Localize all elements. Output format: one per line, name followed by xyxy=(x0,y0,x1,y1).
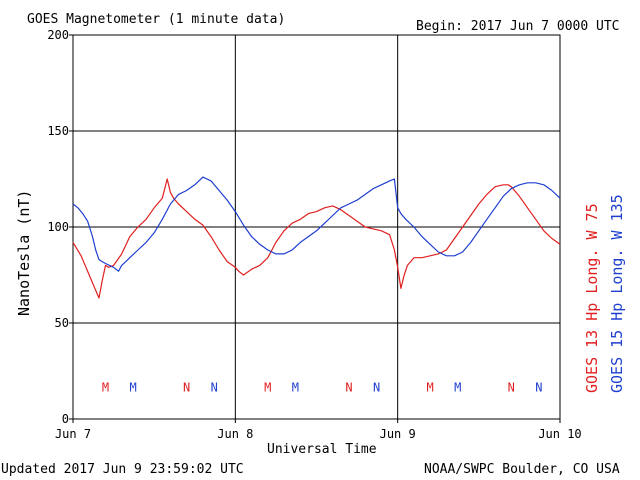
annotation-n-marker: N xyxy=(183,380,190,394)
y-tick-label: 50 xyxy=(55,316,69,330)
annotation-m-marker: M xyxy=(292,380,299,394)
x-tick-label: Jun 7 xyxy=(55,427,91,441)
legend-goes15: GOES 15 Hp Long. W 135 xyxy=(608,194,626,393)
y-tick-label: 0 xyxy=(62,412,69,426)
chart-title: GOES Magnetometer (1 minute data) xyxy=(27,12,285,27)
series-goes13-line xyxy=(72,178,561,299)
annotation-m-marker: M xyxy=(102,380,109,394)
y-tick-label: 200 xyxy=(47,28,69,42)
annotation-n-marker: N xyxy=(373,380,380,394)
annotation-m-marker: M xyxy=(264,380,271,394)
y-axis-label: NanoTesla (nT) xyxy=(15,190,33,316)
begin-time: Begin: 2017 Jun 7 0000 UTC xyxy=(416,19,620,34)
annotation-n-marker: N xyxy=(508,380,515,394)
y-tick-label: 150 xyxy=(47,124,69,138)
y-tick-label: 100 xyxy=(47,220,69,234)
plot-grid xyxy=(72,34,561,420)
annotation-n-marker: N xyxy=(211,380,218,394)
legend-goes13: GOES 13 Hp Long. W 75 xyxy=(583,203,601,393)
annotation-n-marker: N xyxy=(535,380,542,394)
plot-series xyxy=(72,176,561,299)
x-tick-label: Jun 9 xyxy=(380,427,416,441)
series-goes15-line xyxy=(72,176,561,272)
annotation-n-marker: N xyxy=(345,380,352,394)
axis-ticks: 0 50 100 150 200 Jun 7 Jun 8 Jun 9 Jun 10 xyxy=(47,28,581,441)
annotation-m-marker: M xyxy=(454,380,461,394)
credit-text: NOAA/SWPC Boulder, CO USA xyxy=(424,462,620,477)
x-axis-label: Universal Time xyxy=(267,442,377,457)
updated-timestamp: Updated 2017 Jun 9 23:59:02 UTC xyxy=(1,462,244,477)
x-tick-label: Jun 8 xyxy=(217,427,253,441)
annotation-m-marker: M xyxy=(427,380,434,394)
x-tick-label: Jun 10 xyxy=(538,427,581,441)
annotation-m-marker: M xyxy=(129,380,136,394)
